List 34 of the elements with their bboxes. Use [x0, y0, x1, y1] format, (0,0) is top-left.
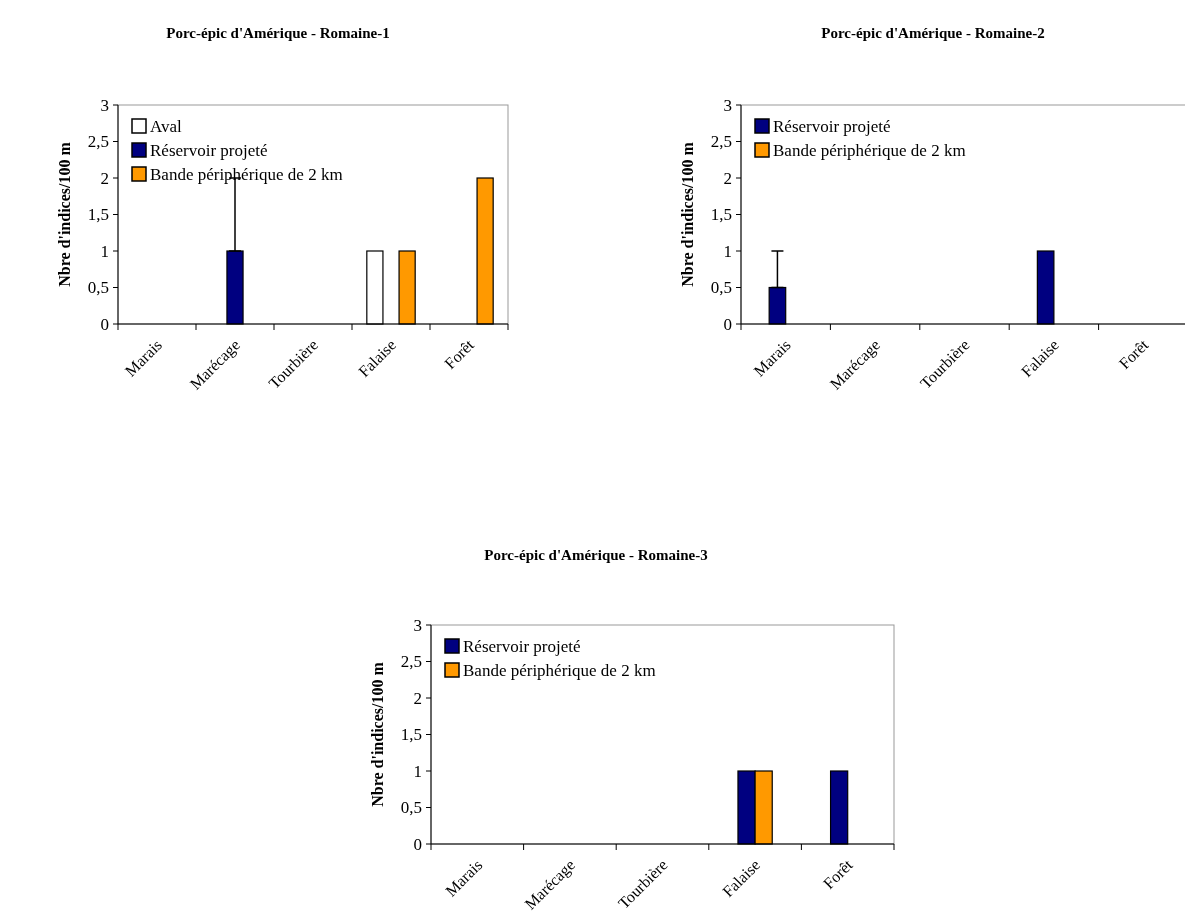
y-axis-title: Nbre d'indices/100 m [679, 141, 696, 287]
y-tick-label: 0,5 [710, 278, 732, 298]
y-tick-label: 2,5 [400, 652, 422, 672]
y-tick-label: 2 [100, 168, 109, 188]
y-tick-label: 1 [100, 241, 109, 261]
legend-label: Réservoir projeté [463, 636, 581, 656]
y-tick-label: 0 [723, 314, 732, 334]
y-tick-label: 3 [723, 95, 732, 115]
y-tick-label: 1,5 [400, 725, 422, 745]
y-tick-label: 2,5 [87, 132, 109, 152]
y-tick-label: 0,5 [400, 798, 422, 818]
y-tick-label: 1,5 [87, 205, 109, 225]
y-tick-label: 1 [723, 241, 732, 261]
legend-label: Réservoir projeté [773, 116, 891, 136]
y-tick-label: 0 [413, 834, 422, 854]
y-axis-title: Nbre d'indices/100 m [56, 141, 73, 287]
y-axis-title: Nbre d'indices/100 m [369, 661, 386, 807]
chart-title: Porc-épic d'Amérique - Romaine-2 [821, 25, 1045, 41]
legend-label: Bande périphérique de 2 km [150, 164, 343, 184]
y-tick-label: 2 [723, 168, 732, 188]
y-tick-label: 0 [100, 314, 109, 334]
y-tick-label: 1 [413, 761, 422, 781]
y-tick-label: 2 [413, 688, 422, 708]
chart-title: Porc-épic d'Amérique - Romaine-3 [484, 547, 708, 563]
y-tick-label: 1,5 [710, 205, 732, 225]
y-tick-label: 2,5 [710, 132, 732, 152]
legend-label: Bande périphérique de 2 km [773, 140, 966, 160]
legend-label: Réservoir projeté [150, 140, 268, 160]
y-tick-label: 3 [100, 95, 109, 115]
y-tick-label: 3 [413, 615, 422, 635]
legend-label: Bande périphérique de 2 km [463, 660, 656, 680]
y-tick-label: 0,5 [87, 278, 109, 298]
chart-title: Porc-épic d'Amérique - Romaine-1 [166, 25, 390, 41]
legend-label: Aval [150, 116, 183, 136]
